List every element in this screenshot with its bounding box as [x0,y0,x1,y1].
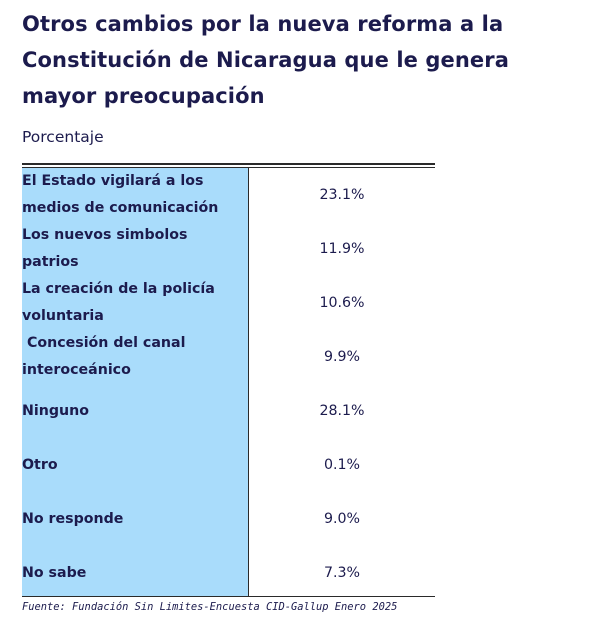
row-label: La creación de la policía voluntaria [22,276,246,330]
row-label: Ninguno [22,384,246,438]
row-label: El Estado vigilará a los medios de comun… [22,168,246,222]
table-row: El Estado vigilará a los medios de comun… [22,168,435,222]
row-label-text: Los nuevos simbolos patrios [22,227,193,270]
table-row: La creación de la policía voluntaria 10.6… [22,276,435,330]
table-row: Concesión del canal interoceánico 9.9% [22,330,435,384]
row-label-text: No responde [22,510,124,527]
row-value: 9.0% [323,511,361,527]
row-value: 23.1% [319,187,365,203]
table-row: Otro 0.1% [22,438,435,492]
row-label: No sabe [22,546,246,600]
table-bottom-rule [22,596,435,597]
row-label: Otro [22,438,246,492]
row-value: 10.6% [319,295,365,311]
row-value: 7.3% [323,565,361,581]
source-note: Fuente: Fundación Sin Limites-Encuesta C… [22,601,398,613]
chart-title: Otros cambios por la nueva reforma a la … [22,12,510,108]
row-label-text: El Estado vigilará a los medios de comun… [22,173,219,216]
table-top-rule [22,163,435,165]
row-label-text: No sabe [22,564,87,581]
data-table: El Estado vigilará a los medios de comun… [22,163,435,597]
label-column-background [22,168,248,596]
table-row: Ninguno 28.1% [22,384,435,438]
table-row: Los nuevos simbolos patrios 11.9% [22,222,435,276]
table-row: No sabe 7.3% [22,546,435,600]
row-label-text: Ninguno [22,402,89,419]
column-divider [248,168,249,597]
row-label-text: Concesión del canal interoceánico [22,335,191,378]
row-label: No responde [22,492,246,546]
row-value: 9.9% [323,349,361,365]
chart-subtitle: Porcentaje [22,128,104,146]
row-label-text: Otro [22,456,58,473]
row-value: 28.1% [319,403,365,419]
table-row: No responde 9.0% [22,492,435,546]
row-label: Los nuevos simbolos patrios [22,222,246,276]
row-label-text: La creación de la policía voluntaria [22,281,220,324]
row-value: 0.1% [323,457,361,473]
row-value: 11.9% [319,241,365,257]
table-top-rule-thin [22,167,435,168]
row-label: Concesión del canal interoceánico [22,330,246,384]
